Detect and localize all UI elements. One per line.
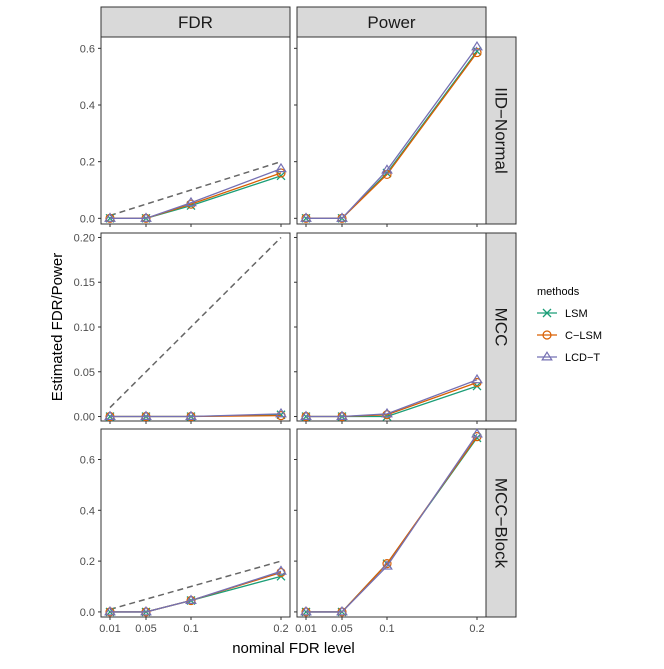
y-tick-label: 0.05	[74, 367, 95, 379]
data-point	[275, 407, 287, 418]
legend-key-marker	[542, 308, 552, 318]
y-tick-label: 0.20	[74, 232, 95, 244]
y-axis-title: Estimated FDR/Power	[49, 253, 66, 401]
panel-border	[100, 36, 291, 225]
y-tick-label: 0.10	[74, 322, 95, 334]
y-tick-label: 0.15	[74, 277, 95, 289]
row-strip	[485, 232, 517, 422]
x-tick-label: 0.01	[99, 623, 120, 635]
data-point	[471, 373, 483, 384]
y-tick-label: 0.4	[80, 100, 95, 112]
row-strip-label: IID−Normal	[492, 87, 511, 173]
data-point	[185, 410, 197, 421]
data-point	[381, 560, 393, 570]
panel-border	[296, 428, 487, 618]
data-point	[471, 40, 483, 51]
data-point	[336, 605, 348, 616]
panel-MCC-Power	[294, 232, 487, 424]
legend-key-marker	[541, 351, 553, 361]
y-tick-label: 0.2	[80, 556, 95, 568]
legend-item: LCD−T	[537, 351, 600, 364]
x-axis-title: nominal FDR level	[232, 640, 355, 657]
x-tick-label: 0.2	[273, 623, 288, 635]
data-point	[382, 559, 392, 569]
series-line-LCD−T	[306, 433, 478, 613]
data-point	[336, 212, 348, 222]
data-point	[275, 565, 287, 575]
x-tick-label: 0.05	[135, 623, 156, 635]
data-point	[104, 212, 116, 222]
data-point	[336, 410, 348, 421]
y-tick-label: 0.2	[80, 157, 95, 169]
y-tick-label: 0.00	[74, 412, 95, 424]
legend-label: LSM	[565, 308, 588, 320]
data-point	[185, 196, 197, 207]
panel-border	[296, 232, 487, 422]
y-tick-label: 0.6	[80, 454, 95, 466]
y-tick-label: 0.0	[80, 607, 95, 619]
panel-border	[100, 232, 291, 422]
data-point	[471, 428, 483, 438]
panel-border	[100, 428, 291, 618]
data-point	[140, 212, 152, 222]
data-point	[104, 410, 116, 421]
y-tick-label: 0.6	[80, 43, 95, 55]
series-line-LCD−T	[306, 379, 478, 418]
row-strip-label: MCC−Block	[492, 478, 511, 569]
series-line-LCD−T	[110, 413, 282, 418]
legend-label: LCD−T	[565, 352, 600, 364]
column-strip-power	[296, 6, 487, 38]
data-point	[275, 162, 287, 173]
series-line-LCD−T	[306, 46, 478, 219]
data-point	[104, 605, 116, 616]
panel-IID−Normal-FDR: 0.0 0.2 0.4 0.6	[80, 36, 291, 227]
data-point	[276, 171, 286, 181]
data-point	[140, 605, 152, 616]
legend-item: C−LSM	[537, 330, 602, 342]
x-tick-label: 0.1	[379, 623, 394, 635]
panel-border	[296, 36, 487, 225]
column-strip-fdr	[100, 6, 291, 38]
data-point	[381, 164, 393, 174]
x-tick-label: 0.01	[295, 623, 316, 635]
data-point	[185, 594, 197, 604]
y-tick-label: 0.0	[80, 213, 95, 225]
legend: methods LSM C−LSM LCD−T	[537, 286, 602, 364]
legend-item: LSM	[537, 308, 588, 320]
panel-MCC−Block-Power: 0.01 0.05 0.1 0.2	[294, 428, 487, 635]
x-tick-label: 0.1	[183, 623, 198, 635]
series-line-LCD−T	[110, 570, 282, 613]
row-strip-label: MCC	[492, 308, 511, 347]
legend-key-marker	[542, 330, 552, 340]
panel-MCC−Block-FDR: 0.0 0.2 0.4 0.6 0.01 0.05 0.1 0.2	[80, 428, 291, 635]
series-line-LCD−T	[110, 168, 282, 219]
data-point	[140, 410, 152, 421]
reference-line	[109, 236, 282, 409]
data-point	[472, 46, 482, 56]
y-tick-label: 0.4	[80, 505, 95, 517]
legend-label: C−LSM	[565, 330, 602, 342]
x-tick-label: 0.2	[469, 623, 484, 635]
data-point	[300, 410, 312, 421]
data-point	[300, 605, 312, 616]
x-tick-label: 0.05	[331, 623, 352, 635]
row-strip	[485, 428, 517, 618]
data-point	[300, 212, 312, 222]
row-strip	[485, 36, 517, 225]
legend-title: methods	[537, 286, 580, 298]
panel-IID−Normal-Power	[294, 36, 487, 227]
column-strip-label: FDR	[178, 13, 213, 32]
panel-MCC-FDR: 0.00 0.05 0.10 0.15 0.20	[74, 232, 291, 424]
data-point	[381, 407, 393, 418]
column-strip-label: Power	[367, 13, 416, 32]
